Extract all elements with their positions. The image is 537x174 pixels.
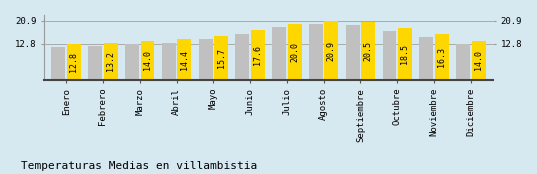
Bar <box>235 34 249 80</box>
Text: 18.5: 18.5 <box>401 44 409 64</box>
Text: 16.3: 16.3 <box>437 47 446 67</box>
Text: 14.0: 14.0 <box>143 50 152 70</box>
Text: 20.0: 20.0 <box>290 42 299 62</box>
Bar <box>67 44 81 80</box>
Text: 14.0: 14.0 <box>474 50 483 70</box>
Bar <box>456 44 470 80</box>
Text: 13.2: 13.2 <box>106 52 115 72</box>
Text: 14.4: 14.4 <box>180 50 189 70</box>
Bar <box>346 25 360 80</box>
Bar <box>162 43 176 80</box>
Bar <box>435 34 449 80</box>
Bar <box>382 31 396 80</box>
Bar <box>309 24 323 80</box>
Bar <box>104 43 118 80</box>
Text: 15.7: 15.7 <box>216 48 226 68</box>
Bar <box>52 47 66 80</box>
Bar <box>125 44 139 80</box>
Bar <box>177 39 191 80</box>
Text: 12.8: 12.8 <box>69 52 78 72</box>
Bar <box>361 22 375 80</box>
Bar <box>272 27 286 80</box>
Bar <box>471 41 485 80</box>
Bar <box>288 23 302 80</box>
Text: 20.9: 20.9 <box>327 41 336 61</box>
Bar <box>398 28 412 80</box>
Text: 20.5: 20.5 <box>364 41 373 61</box>
Bar <box>214 36 228 80</box>
Bar <box>324 21 338 80</box>
Bar <box>419 37 433 80</box>
Bar <box>141 41 155 80</box>
Text: Temperaturas Medias en villambistia: Temperaturas Medias en villambistia <box>21 161 258 171</box>
Bar <box>199 39 213 80</box>
Text: 17.6: 17.6 <box>253 45 263 65</box>
Bar <box>251 30 265 80</box>
Bar <box>88 46 102 80</box>
